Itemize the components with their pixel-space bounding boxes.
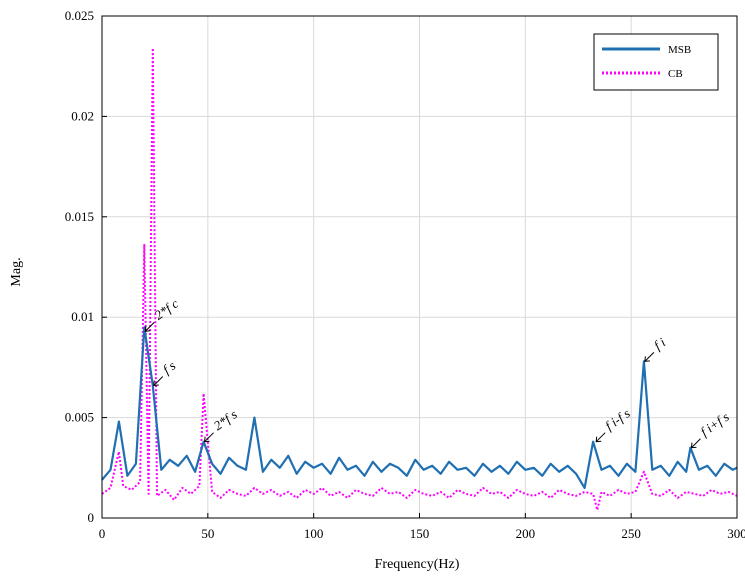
y-tick-label: 0.02	[71, 108, 94, 123]
y-axis-label: Mag.	[9, 257, 24, 286]
annotation-label: f i-f s	[602, 406, 633, 434]
x-tick-label: 250	[621, 526, 641, 541]
y-tick-label: 0.025	[65, 8, 94, 23]
annotation-arrow	[691, 438, 701, 449]
annotation-2fs: 2*f s	[204, 407, 240, 443]
annotation-fs: f s	[153, 358, 178, 387]
annotation-arrowhead	[153, 380, 159, 387]
x-tick-label: 100	[304, 526, 324, 541]
annotation-fi+fs: f i+f s	[690, 409, 732, 449]
grid	[102, 16, 737, 518]
x-tick-label: 300	[727, 526, 745, 541]
annotation-label: f i+f s	[698, 409, 732, 439]
annotation-label: f s	[160, 358, 178, 377]
series-line-cb	[101, 47, 738, 511]
x-tick-label: 50	[201, 526, 214, 541]
legend-label-cb: CB	[668, 68, 683, 80]
tick-labels: 0 50 100 150 200 250 300 0 0.005 0.01 0.015 0.02 0.0…	[65, 8, 745, 541]
y-tick-label: 0.005	[65, 410, 94, 425]
y-tick-label: 0.015	[65, 209, 94, 224]
annotation-fi: f i	[644, 334, 669, 362]
x-axis-label: Frequency(Hz)	[375, 557, 460, 572]
annotation-arrowhead	[690, 442, 697, 449]
series-layer	[101, 47, 738, 511]
legend: MSB CB	[593, 33, 719, 91]
x-tick-label: 200	[516, 526, 536, 541]
legend-box	[593, 33, 719, 91]
x-tick-label: 150	[410, 526, 430, 541]
x-tick-label: 0	[99, 526, 106, 541]
y-tick-label: 0.01	[71, 309, 94, 324]
annotation-arrow	[204, 432, 214, 443]
legend-label-msb: MSB	[668, 44, 691, 56]
annotation-arrowhead	[644, 356, 650, 362]
annotation-fi-fs: f i-f s	[595, 406, 633, 443]
annotation-arrowhead	[595, 436, 602, 443]
y-tick-label: 0	[88, 510, 95, 525]
annotation-arrow	[153, 376, 164, 386]
annotation-arrowhead	[144, 326, 151, 332]
series-line-msb	[101, 326, 738, 489]
annotation-arrowhead	[204, 436, 210, 443]
annotation-label: 2*f s	[211, 407, 240, 434]
annotation-arrow	[595, 432, 606, 443]
annotation-arrow	[644, 352, 655, 362]
annotation-label: f i	[651, 334, 669, 353]
annotation-arrow	[144, 321, 155, 332]
